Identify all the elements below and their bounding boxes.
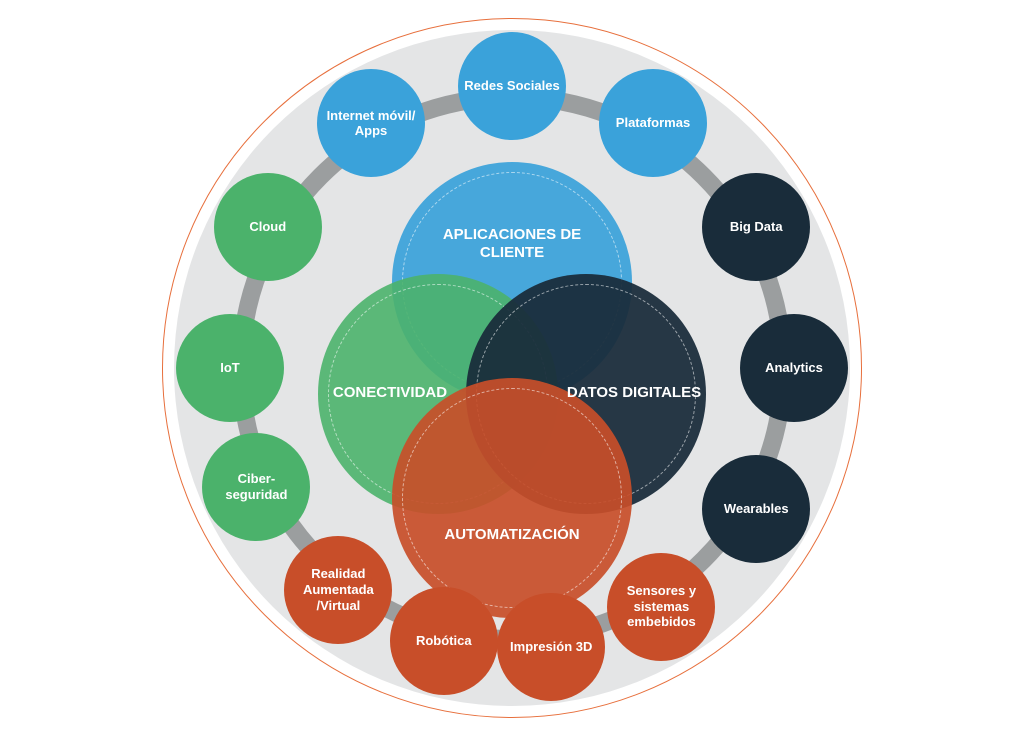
outer-node: IoT [176,314,284,422]
outer-node: Realidad Aumentada /Virtual [284,536,392,644]
outer-node-label: Impresión 3D [510,639,592,655]
venn-label-conectividad: CONECTIVIDAD [310,384,470,403]
outer-node: Wearables [702,455,810,563]
outer-node-label: Robótica [416,633,472,649]
outer-node-label: Ciber- seguridad [208,471,304,502]
outer-node-label: Sensores y sistemas embebidos [613,583,709,630]
outer-node: Sensores y sistemas embebidos [607,553,715,661]
venn-label-aplicaciones: APLICACIONES DE CLIENTE [432,226,592,264]
outer-node: Plataformas [599,69,707,177]
digital-transformation-diagram: APLICACIONES DE CLIENTE CONECTIVIDAD DATOS… [162,18,862,718]
outer-node: Analytics [740,314,848,422]
outer-node-label: IoT [220,360,240,376]
outer-node-label: Cloud [249,219,286,235]
outer-node: Cloud [214,173,322,281]
outer-node-label: Plataformas [616,115,690,131]
outer-node: Robótica [390,587,498,695]
outer-node-label: Analytics [765,360,823,376]
outer-node-label: Big Data [730,219,783,235]
outer-node-label: Realidad Aumentada /Virtual [290,566,386,613]
outer-node: Impresión 3D [497,593,605,701]
venn-label-datos: DATOS DIGITALES [554,384,714,403]
venn-label-automatizacion: AUTOMATIZACIÓN [432,526,592,545]
venn-dashed-automatizacion [402,388,622,608]
outer-node-label: Redes Sociales [464,78,559,94]
outer-node-label: Wearables [724,501,789,517]
outer-node: Redes Sociales [458,32,566,140]
outer-node: Big Data [702,173,810,281]
outer-node: Internet móvil/ Apps [317,69,425,177]
outer-node: Ciber- seguridad [202,433,310,541]
outer-node-label: Internet móvil/ Apps [323,108,419,139]
